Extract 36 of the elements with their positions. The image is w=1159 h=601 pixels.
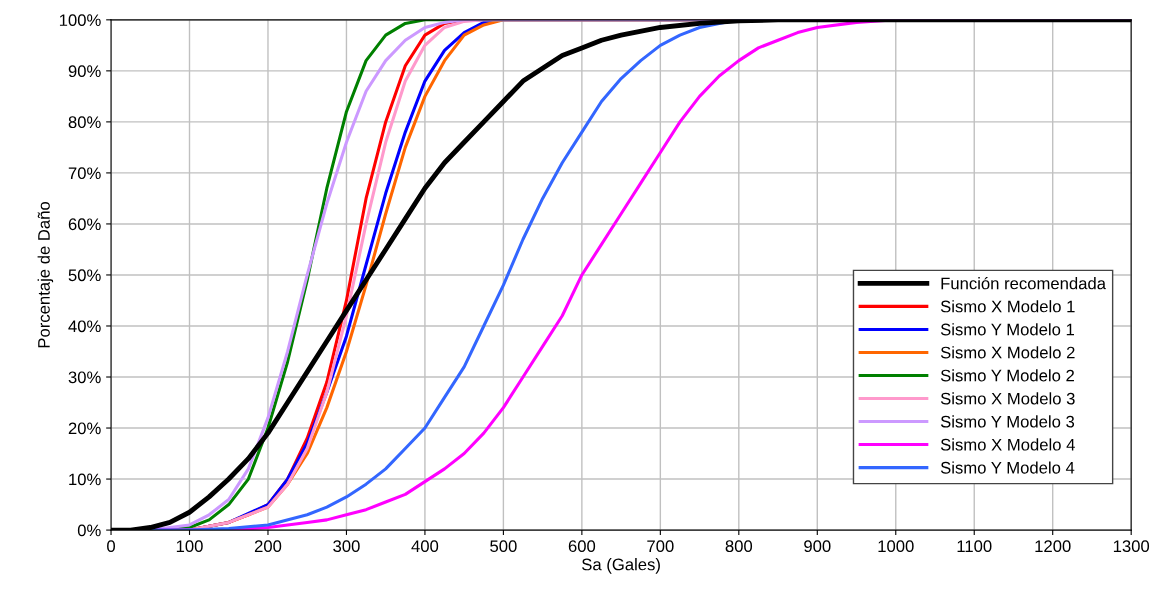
y-axis-title: Porcentaje de Daño — [37, 201, 54, 348]
x-tick-label: 300 — [333, 540, 360, 553]
x-axis-title: Sa (Gales) — [582, 558, 660, 574]
legend-label: Sismo X Modelo 2 — [940, 346, 1075, 359]
legend-label: Sismo Y Modelo 4 — [940, 461, 1075, 474]
x-tick-label: 600 — [568, 540, 596, 553]
y-tick-label: 50% — [68, 269, 101, 282]
legend-label: Sismo Y Modelo 2 — [940, 369, 1074, 382]
y-tick-label: 40% — [68, 320, 101, 333]
x-tick-label: 200 — [254, 540, 282, 553]
x-tick-label: 1200 — [1035, 540, 1071, 553]
y-tick-label: 30% — [68, 371, 101, 384]
y-tick-label: 0% — [77, 524, 101, 537]
x-tick-label: 900 — [804, 540, 831, 553]
x-tick-label: 700 — [647, 540, 674, 553]
x-tick-label: 800 — [725, 540, 753, 553]
x-tick-label: 1300 — [1113, 540, 1150, 553]
legend-label: Sismo X Modelo 1 — [940, 300, 1075, 313]
legend-label: Sismo X Modelo 3 — [940, 392, 1075, 405]
legend-label: Sismo X Modelo 4 — [940, 438, 1075, 451]
legend-label: Sismo Y Modelo 1 — [940, 323, 1074, 336]
x-tick-label: 1000 — [878, 540, 914, 553]
x-tick-label: 100 — [176, 540, 203, 553]
x-tick-label: 500 — [490, 540, 517, 553]
y-tick-label: 10% — [69, 473, 101, 486]
y-tick-label: 60% — [68, 218, 101, 231]
y-tick-label: 100% — [59, 14, 101, 27]
legend-label: Sismo Y Modelo 3 — [940, 415, 1075, 428]
y-tick-label: 70% — [68, 167, 101, 180]
y-tick-label: 90% — [68, 65, 101, 78]
legend-label: Función recomendada — [941, 276, 1106, 290]
x-tick-label: 400 — [411, 540, 439, 553]
y-tick-label: 20% — [68, 422, 101, 435]
y-tick-label: 80% — [68, 116, 101, 129]
x-tick-label: 1100 — [957, 540, 992, 553]
x-tick-label: 0 — [107, 540, 116, 553]
